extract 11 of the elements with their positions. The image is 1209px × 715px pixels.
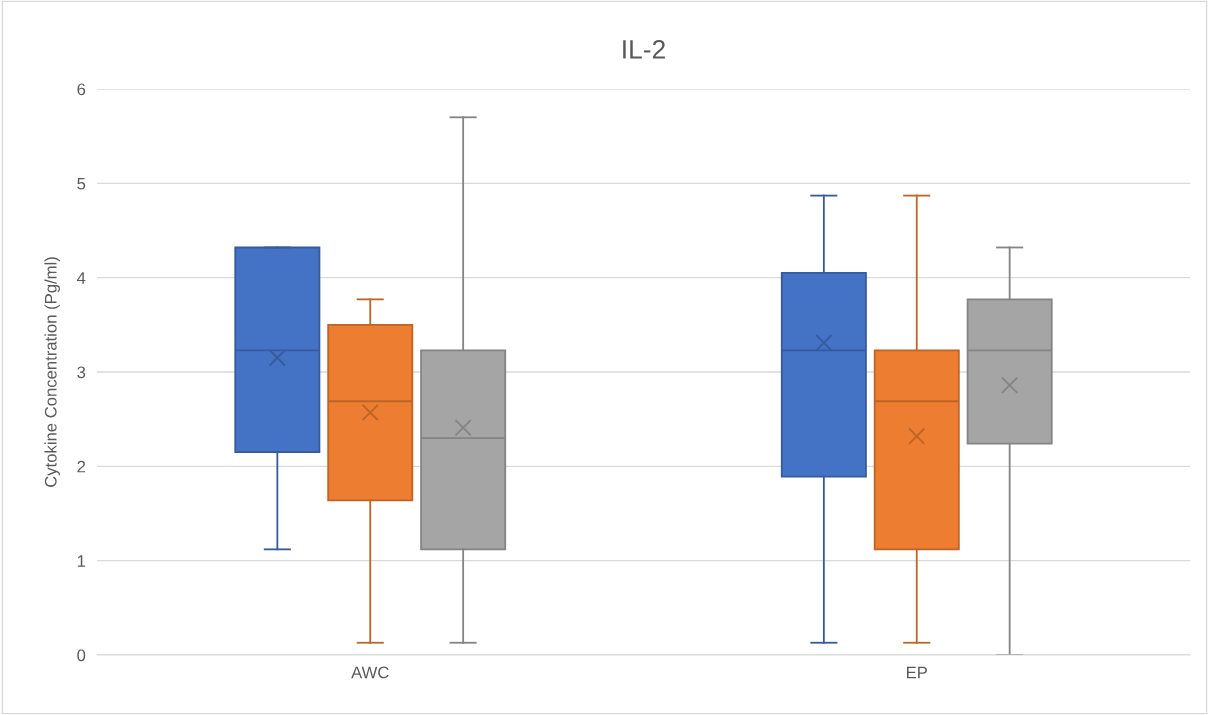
y-tick-label: 3 [77, 366, 86, 379]
y-tick-label: 6 [77, 83, 86, 96]
y-tick-label: 5 [77, 177, 86, 190]
x-tick-label: AWC [351, 666, 389, 679]
y-tick-label: 1 [77, 555, 86, 567]
y-tick-label: 2 [77, 460, 86, 473]
y-axis-title: Cytokine Concentration (Pg/ml) [44, 257, 60, 487]
y-tick-label: 4 [77, 272, 86, 284]
chart-title: IL-2 [623, 40, 665, 59]
x-tick-label: EP [907, 666, 927, 679]
y-tick-label: 0 [77, 649, 86, 662]
